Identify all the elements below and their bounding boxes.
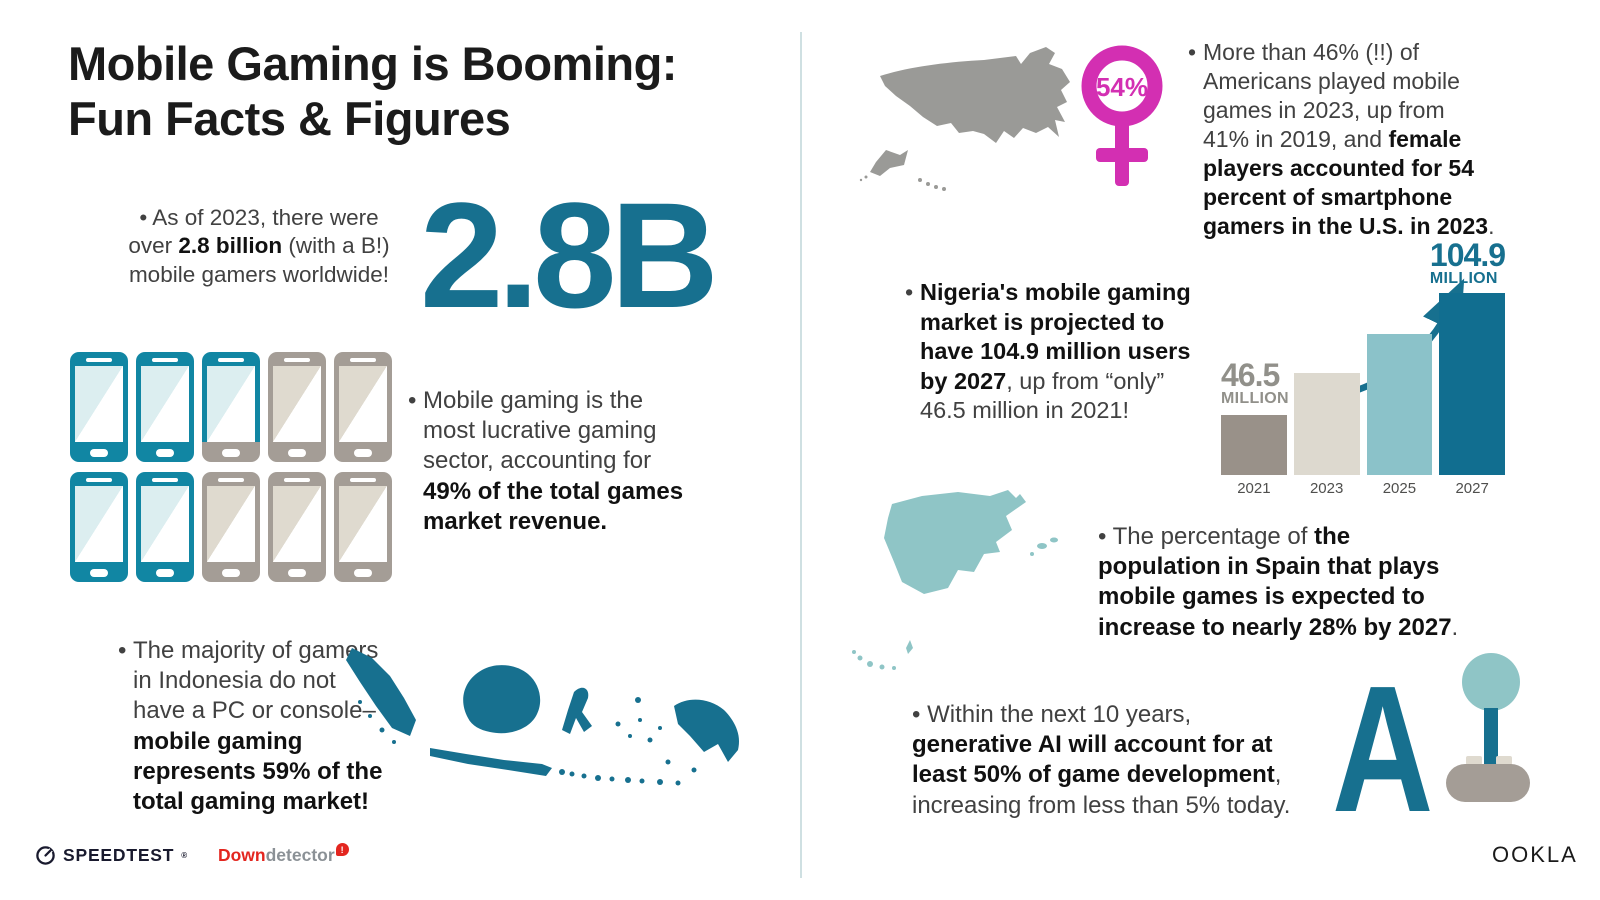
phone-icon-partial <box>202 352 260 462</box>
fact-us: • More than 46% (!!) of Americans played … <box>1188 38 1495 241</box>
title-line-2: Fun Facts & Figures <box>68 92 511 146</box>
bar-year-label: 2023 <box>1309 480 1344 497</box>
fact-nigeria-bold: Nigeria's mobile gaming market is projec… <box>920 279 1191 394</box>
page-title: Mobile Gaming is Booming: Fun Facts & Fi… <box>68 36 677 147</box>
phone-icon-gray <box>202 472 260 582</box>
callout-2027-unit: MILLION <box>1429 270 1498 288</box>
fact-us-text2: . <box>1488 212 1495 239</box>
phone-icon-gray <box>268 352 326 462</box>
fact-lucrative-text: Mobile gaming is the most lucrative gami… <box>423 387 657 475</box>
bar-2025: 2025 <box>1366 334 1433 498</box>
female-gamers-badge: 54% <box>1096 72 1148 102</box>
bar-year-label: 2027 <box>1455 480 1489 497</box>
bar-year-label: 2025 <box>1382 480 1417 497</box>
downdetector-alert-icon: ! <box>335 843 349 856</box>
spain-map <box>852 490 1058 670</box>
downdetector-logo: Down detector! <box>217 843 349 866</box>
fact-indonesia: • The majority of gamers in Indonesia do … <box>118 636 383 817</box>
ookla-logo: OOKLA <box>1492 842 1578 867</box>
fact-gamers-text: As of 2023, there were over <box>128 205 379 259</box>
phone-icon-gray <box>268 472 326 582</box>
center-divider <box>800 32 802 878</box>
bullet-marker: • <box>118 637 127 664</box>
phone-icon-gray <box>334 472 392 582</box>
fact-us-text: More than 46% (!!) of Americans played m… <box>1203 39 1460 152</box>
fact-lucrative: • Mobile gaming is the most lucrative gam… <box>408 386 685 537</box>
downdetector-rest: detector <box>265 845 335 865</box>
bullet-marker: • <box>1188 39 1197 65</box>
fact-ai-text2: , increasing from less than 5% today. <box>912 761 1291 819</box>
fact-lucrative-bold: 49% of the total games market revenue. <box>423 477 684 535</box>
bar-2027: 2027 <box>1439 293 1505 498</box>
fact-ai-bold: generative AI will account for at least … <box>912 731 1275 789</box>
bar-2023: 2023 <box>1293 373 1360 498</box>
nigeria-users-bar-chart: 46.5 MILLION 104.9 MILLION 2021 2023 2025 2… <box>1213 237 1507 498</box>
ai-graphic: A <box>1332 652 1535 840</box>
fact-nigeria: • Nigeria's mobile gaming market is proje… <box>905 278 1196 426</box>
bar-year-label: 2021 <box>1237 480 1271 497</box>
fact-ai-text: Within the next 10 years, <box>927 701 1192 728</box>
callout-2021-value: 46.5 <box>1221 357 1280 393</box>
bullet-marker: • <box>139 205 148 230</box>
chart-callout-2021: 46.5 MILLION <box>1221 357 1289 408</box>
chart-callout-2027: 104.9 MILLION <box>1429 237 1506 288</box>
speedtest-logo: SPEEDTEST ® <box>35 845 188 866</box>
phone-icon-teal <box>136 352 194 462</box>
fact-indonesia-text: The majority of gamers in Indonesia do n… <box>133 637 379 725</box>
stat-2-8b: 2.8B <box>420 171 719 339</box>
title-line-1: Mobile Gaming is Booming: <box>68 37 677 90</box>
female-symbol-icon: 54% <box>1081 45 1163 186</box>
fact-ai: • Within the next 10 years, generative A… <box>912 700 1314 821</box>
phone-icon-gray <box>334 352 392 462</box>
fact-gamers: • As of 2023, there were over 2.8 billio… <box>104 204 414 289</box>
bullet-marker: • <box>905 279 914 305</box>
callout-2021-unit: MILLION <box>1221 390 1289 408</box>
phone-icon-teal <box>136 472 194 582</box>
bullet-marker: • <box>912 701 921 728</box>
joystick-icon <box>1446 653 1530 802</box>
fact-spain-bold: the population in Spain that plays mobil… <box>1098 523 1452 641</box>
fact-spain-text: The percentage of <box>1112 523 1315 550</box>
footer-brands: SPEEDTEST ® Down detector! <box>35 843 349 866</box>
chart-bars: 2021 2023 2025 2027 <box>1221 293 1505 498</box>
fact-nigeria-text: , up from “only” 46.5 million in 2021! <box>920 367 1165 424</box>
bullet-marker: • <box>1098 523 1107 550</box>
phone-icon-teal <box>70 352 128 462</box>
fact-us-bold: female players accounted for 54 percent … <box>1203 125 1489 239</box>
fact-gamers-bold: 2.8 billion <box>178 233 283 259</box>
downdetector-down: Down <box>217 845 266 865</box>
indonesia-map <box>346 648 740 786</box>
phone-icon-teal <box>70 472 128 582</box>
fact-spain: • The percentage of the population in Sp… <box>1098 522 1472 643</box>
phone-grid <box>70 352 392 582</box>
usa-map <box>859 47 1070 191</box>
fact-spain-text2: . <box>1451 613 1459 641</box>
callout-2027-value: 104.9 <box>1429 237 1506 273</box>
fact-gamers-text2: (with a B!) mobile gamers worldwide! <box>128 233 390 287</box>
bar-2021: 2021 <box>1221 415 1287 498</box>
bullet-marker: • <box>408 387 417 414</box>
speedtest-gauge-icon <box>36 846 55 865</box>
ai-letter-a: A <box>1332 649 1434 850</box>
registered-mark: ® <box>181 851 188 860</box>
speedtest-wordmark: SPEEDTEST <box>63 845 175 865</box>
fact-indonesia-bold: mobile gaming represents 59% of the tota… <box>133 727 383 816</box>
